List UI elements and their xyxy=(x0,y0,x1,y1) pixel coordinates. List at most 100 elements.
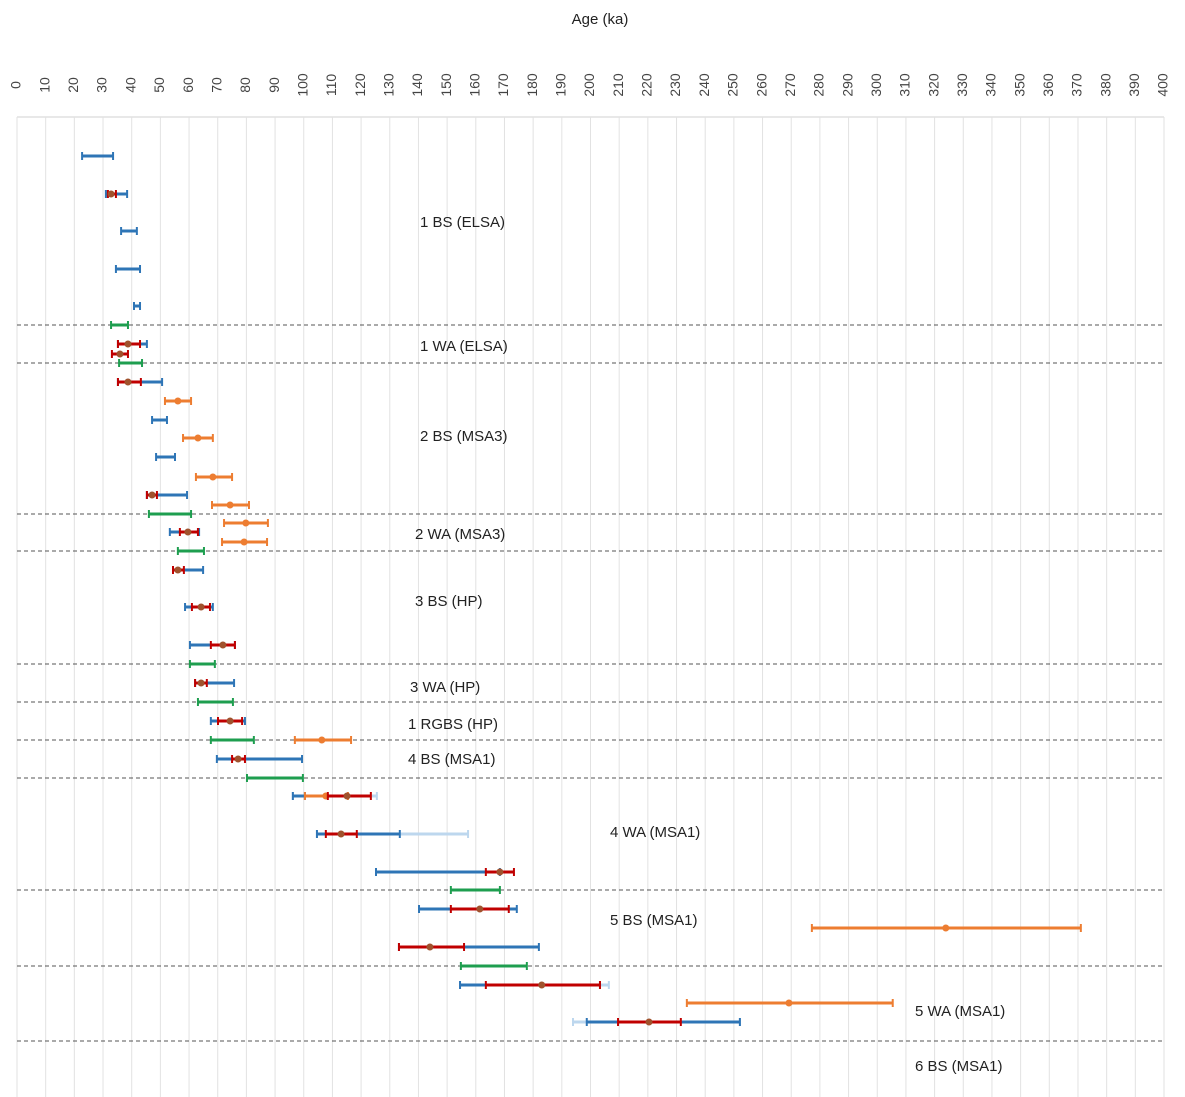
x-tick-label: 190 xyxy=(553,73,569,97)
point xyxy=(337,830,345,838)
x-tick-label: 370 xyxy=(1069,73,1085,97)
x-tick-label: 20 xyxy=(65,77,81,93)
point xyxy=(174,397,182,405)
x-tick-label: 350 xyxy=(1011,73,1027,97)
point xyxy=(219,641,227,649)
x-tick-label: 260 xyxy=(753,73,769,97)
point xyxy=(476,905,484,913)
section-label: 1 BS (ELSA) xyxy=(420,214,505,231)
section-label: 3 BS (HP) xyxy=(415,593,483,610)
range-bar xyxy=(176,547,205,555)
point xyxy=(343,792,351,800)
range-bar xyxy=(449,886,501,894)
x-tick-label: 70 xyxy=(208,77,224,93)
x-tick-label: 240 xyxy=(696,73,712,97)
point xyxy=(197,679,205,687)
range-bar xyxy=(114,265,142,273)
x-tick-label: 160 xyxy=(467,73,483,97)
x-tick-label: 30 xyxy=(94,77,110,93)
x-tick-label: 60 xyxy=(180,77,196,93)
point xyxy=(496,868,504,876)
section-label: 2 WA (MSA3) xyxy=(415,526,505,543)
point xyxy=(538,981,546,989)
x-tick-label: 180 xyxy=(524,73,540,97)
x-tick-label: 10 xyxy=(36,77,52,93)
x-tick-label: 210 xyxy=(610,73,626,97)
range-bar xyxy=(375,868,501,876)
point xyxy=(197,603,205,611)
x-tick-label: 230 xyxy=(667,73,683,97)
point xyxy=(174,566,182,574)
x-tick-label: 310 xyxy=(897,73,913,97)
point xyxy=(240,538,248,546)
range-bar xyxy=(245,774,304,782)
section-label: 2 BS (MSA3) xyxy=(420,428,508,445)
x-tick-label: 340 xyxy=(983,73,999,97)
x-tick-label: 90 xyxy=(266,77,282,93)
range-bar xyxy=(196,698,234,706)
x-tick-label: 270 xyxy=(782,73,798,97)
range-bar xyxy=(151,416,168,424)
range-bar xyxy=(81,152,115,160)
x-tick-label: 400 xyxy=(1155,73,1171,97)
point xyxy=(124,340,132,348)
point xyxy=(234,755,242,763)
range-bar xyxy=(459,962,528,970)
x-tick-label: 130 xyxy=(380,73,396,97)
x-tick-label: 330 xyxy=(954,73,970,97)
point xyxy=(124,378,132,386)
x-tick-label: 110 xyxy=(323,74,339,97)
section-label: 5 WA (MSA1) xyxy=(915,1003,1005,1020)
x-tick-label: 200 xyxy=(581,73,597,97)
point xyxy=(194,434,202,442)
range-bar xyxy=(155,453,176,461)
range-bar xyxy=(291,792,306,800)
section-label: 1 RGBS (HP) xyxy=(408,716,498,733)
x-tick-label: 100 xyxy=(294,73,310,97)
range-bar xyxy=(118,359,144,367)
x-tick-label: 40 xyxy=(122,77,138,93)
x-tick-label: 290 xyxy=(839,73,855,97)
x-tick-label: 300 xyxy=(868,73,884,97)
x-axis-label: Age (ka) xyxy=(572,11,629,28)
point xyxy=(148,491,156,499)
point xyxy=(116,350,124,358)
section-label: 4 BS (MSA1) xyxy=(408,751,496,768)
point xyxy=(226,717,234,725)
x-tick-label: 0 xyxy=(8,81,24,89)
x-tick-label: 150 xyxy=(438,73,454,97)
range-bar xyxy=(110,321,129,329)
point xyxy=(184,528,192,536)
range-bar xyxy=(120,227,138,235)
point xyxy=(645,1018,653,1026)
section-label: 1 WA (ELSA) xyxy=(420,338,508,355)
x-tick-label: 170 xyxy=(495,73,511,97)
point xyxy=(426,943,434,951)
point xyxy=(107,190,115,198)
range-bar xyxy=(209,736,255,744)
section-label: 6 BS (MSA1) xyxy=(915,1058,1003,1075)
range-bar xyxy=(188,660,216,668)
point xyxy=(942,924,950,932)
point xyxy=(209,473,217,481)
section-label: 5 BS (MSA1) xyxy=(610,912,698,929)
section-label: 3 WA (HP) xyxy=(410,679,480,696)
x-tick-label: 360 xyxy=(1040,73,1056,97)
point xyxy=(318,736,326,744)
x-tick-label: 280 xyxy=(811,73,827,97)
range-bar xyxy=(215,755,304,763)
x-tick-label: 220 xyxy=(639,73,655,97)
x-tick-label: 80 xyxy=(237,77,253,93)
x-tick-label: 250 xyxy=(725,73,741,97)
point xyxy=(226,501,234,509)
point xyxy=(785,999,793,1007)
section-label: 4 WA (MSA1) xyxy=(610,824,700,841)
range-bar xyxy=(132,302,142,310)
point xyxy=(242,519,250,527)
x-tick-label: 390 xyxy=(1126,73,1142,97)
x-tick-label: 140 xyxy=(409,73,425,97)
x-tick-label: 320 xyxy=(925,73,941,97)
x-tick-label: 120 xyxy=(352,73,368,97)
x-tick-label: 380 xyxy=(1097,73,1113,97)
